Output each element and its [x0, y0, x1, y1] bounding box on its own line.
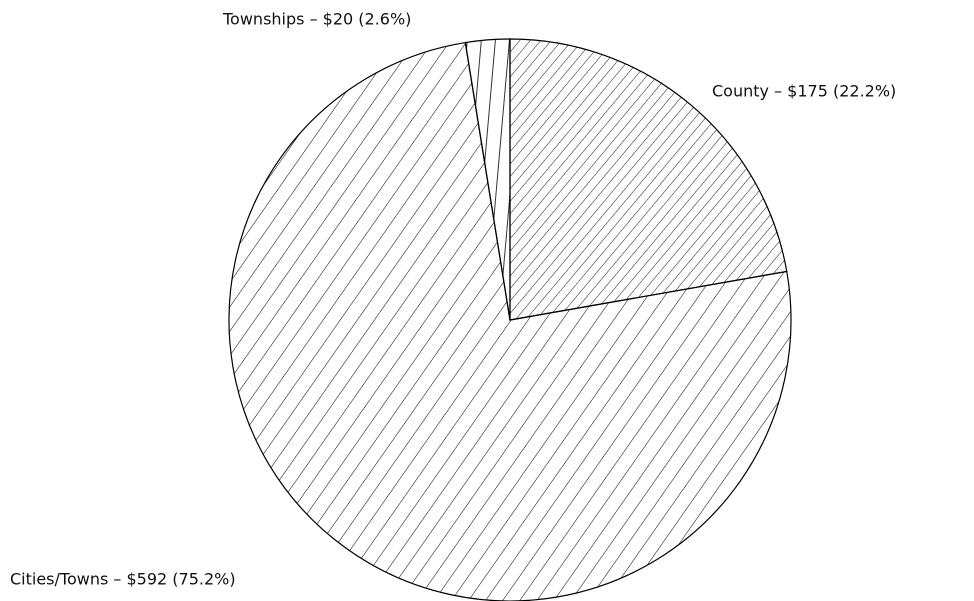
pie-slice [228, 41, 792, 601]
pie-slice [509, 38, 788, 321]
slice-label: Cities/Towns – $592 (75.2%) [10, 570, 236, 589]
slice-label: Townships – $20 (2.6%) [222, 10, 411, 29]
pie-slice [464, 38, 511, 321]
slice-label: County – $175 (22.2%) [712, 82, 896, 101]
